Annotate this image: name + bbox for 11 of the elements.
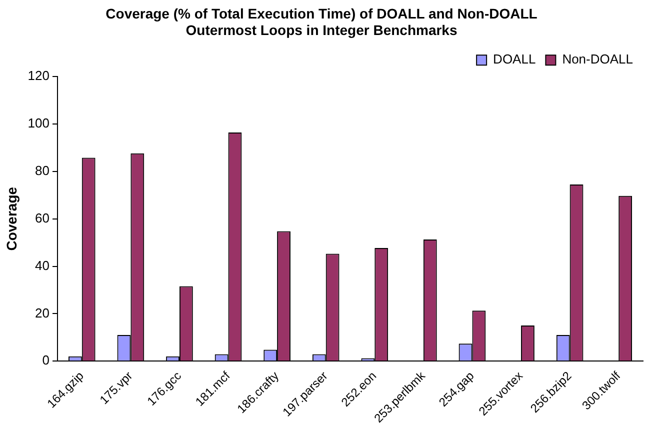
y-tick-label: 120 <box>28 68 50 84</box>
y-tick-label: 80 <box>35 163 50 178</box>
y-tick-label: 0 <box>42 352 50 368</box>
y-tick-label: 40 <box>35 258 50 273</box>
y-tick-label: 20 <box>35 305 50 320</box>
y-axis-title: Coverage <box>3 186 20 251</box>
legend-label: Non-DOALL <box>562 52 634 67</box>
legend-label: DOALL <box>493 52 536 67</box>
chart-title: Coverage (% of Total Execution Time) of DOALL and Non-DOALL Outermost Loops in Integer Benchmarks <box>106 5 538 38</box>
y-tick-label: 60 <box>35 210 50 226</box>
y-tick-label: 100 <box>28 116 50 131</box>
